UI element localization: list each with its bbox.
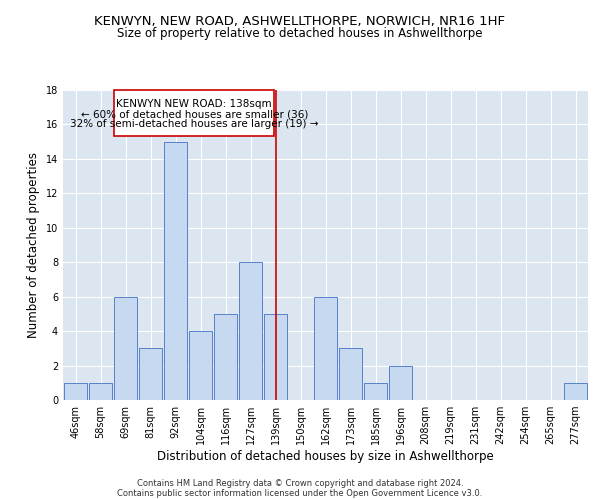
Bar	[564, 383, 587, 400]
Text: 32% of semi-detached houses are larger (19) →: 32% of semi-detached houses are larger (…	[70, 120, 319, 130]
FancyBboxPatch shape	[114, 90, 274, 136]
Text: Size of property relative to detached houses in Ashwellthorpe: Size of property relative to detached ho…	[117, 28, 483, 40]
Text: Contains HM Land Registry data © Crown copyright and database right 2024.: Contains HM Land Registry data © Crown c…	[137, 478, 463, 488]
Bar	[164, 142, 187, 400]
X-axis label: Distribution of detached houses by size in Ashwellthorpe: Distribution of detached houses by size …	[157, 450, 494, 463]
Bar	[114, 296, 137, 400]
Bar	[64, 383, 87, 400]
Bar	[89, 383, 112, 400]
Text: Contains public sector information licensed under the Open Government Licence v3: Contains public sector information licen…	[118, 488, 482, 498]
Bar	[314, 296, 337, 400]
Bar	[139, 348, 162, 400]
Text: KENWYN, NEW ROAD, ASHWELLTHORPE, NORWICH, NR16 1HF: KENWYN, NEW ROAD, ASHWELLTHORPE, NORWICH…	[95, 15, 505, 28]
Text: ← 60% of detached houses are smaller (36): ← 60% of detached houses are smaller (36…	[80, 109, 308, 119]
Bar	[214, 314, 237, 400]
Y-axis label: Number of detached properties: Number of detached properties	[27, 152, 40, 338]
Text: KENWYN NEW ROAD: 138sqm: KENWYN NEW ROAD: 138sqm	[116, 99, 272, 109]
Bar	[364, 383, 387, 400]
Bar	[389, 366, 412, 400]
Bar	[239, 262, 262, 400]
Bar	[339, 348, 362, 400]
Bar	[189, 331, 212, 400]
Bar	[264, 314, 287, 400]
